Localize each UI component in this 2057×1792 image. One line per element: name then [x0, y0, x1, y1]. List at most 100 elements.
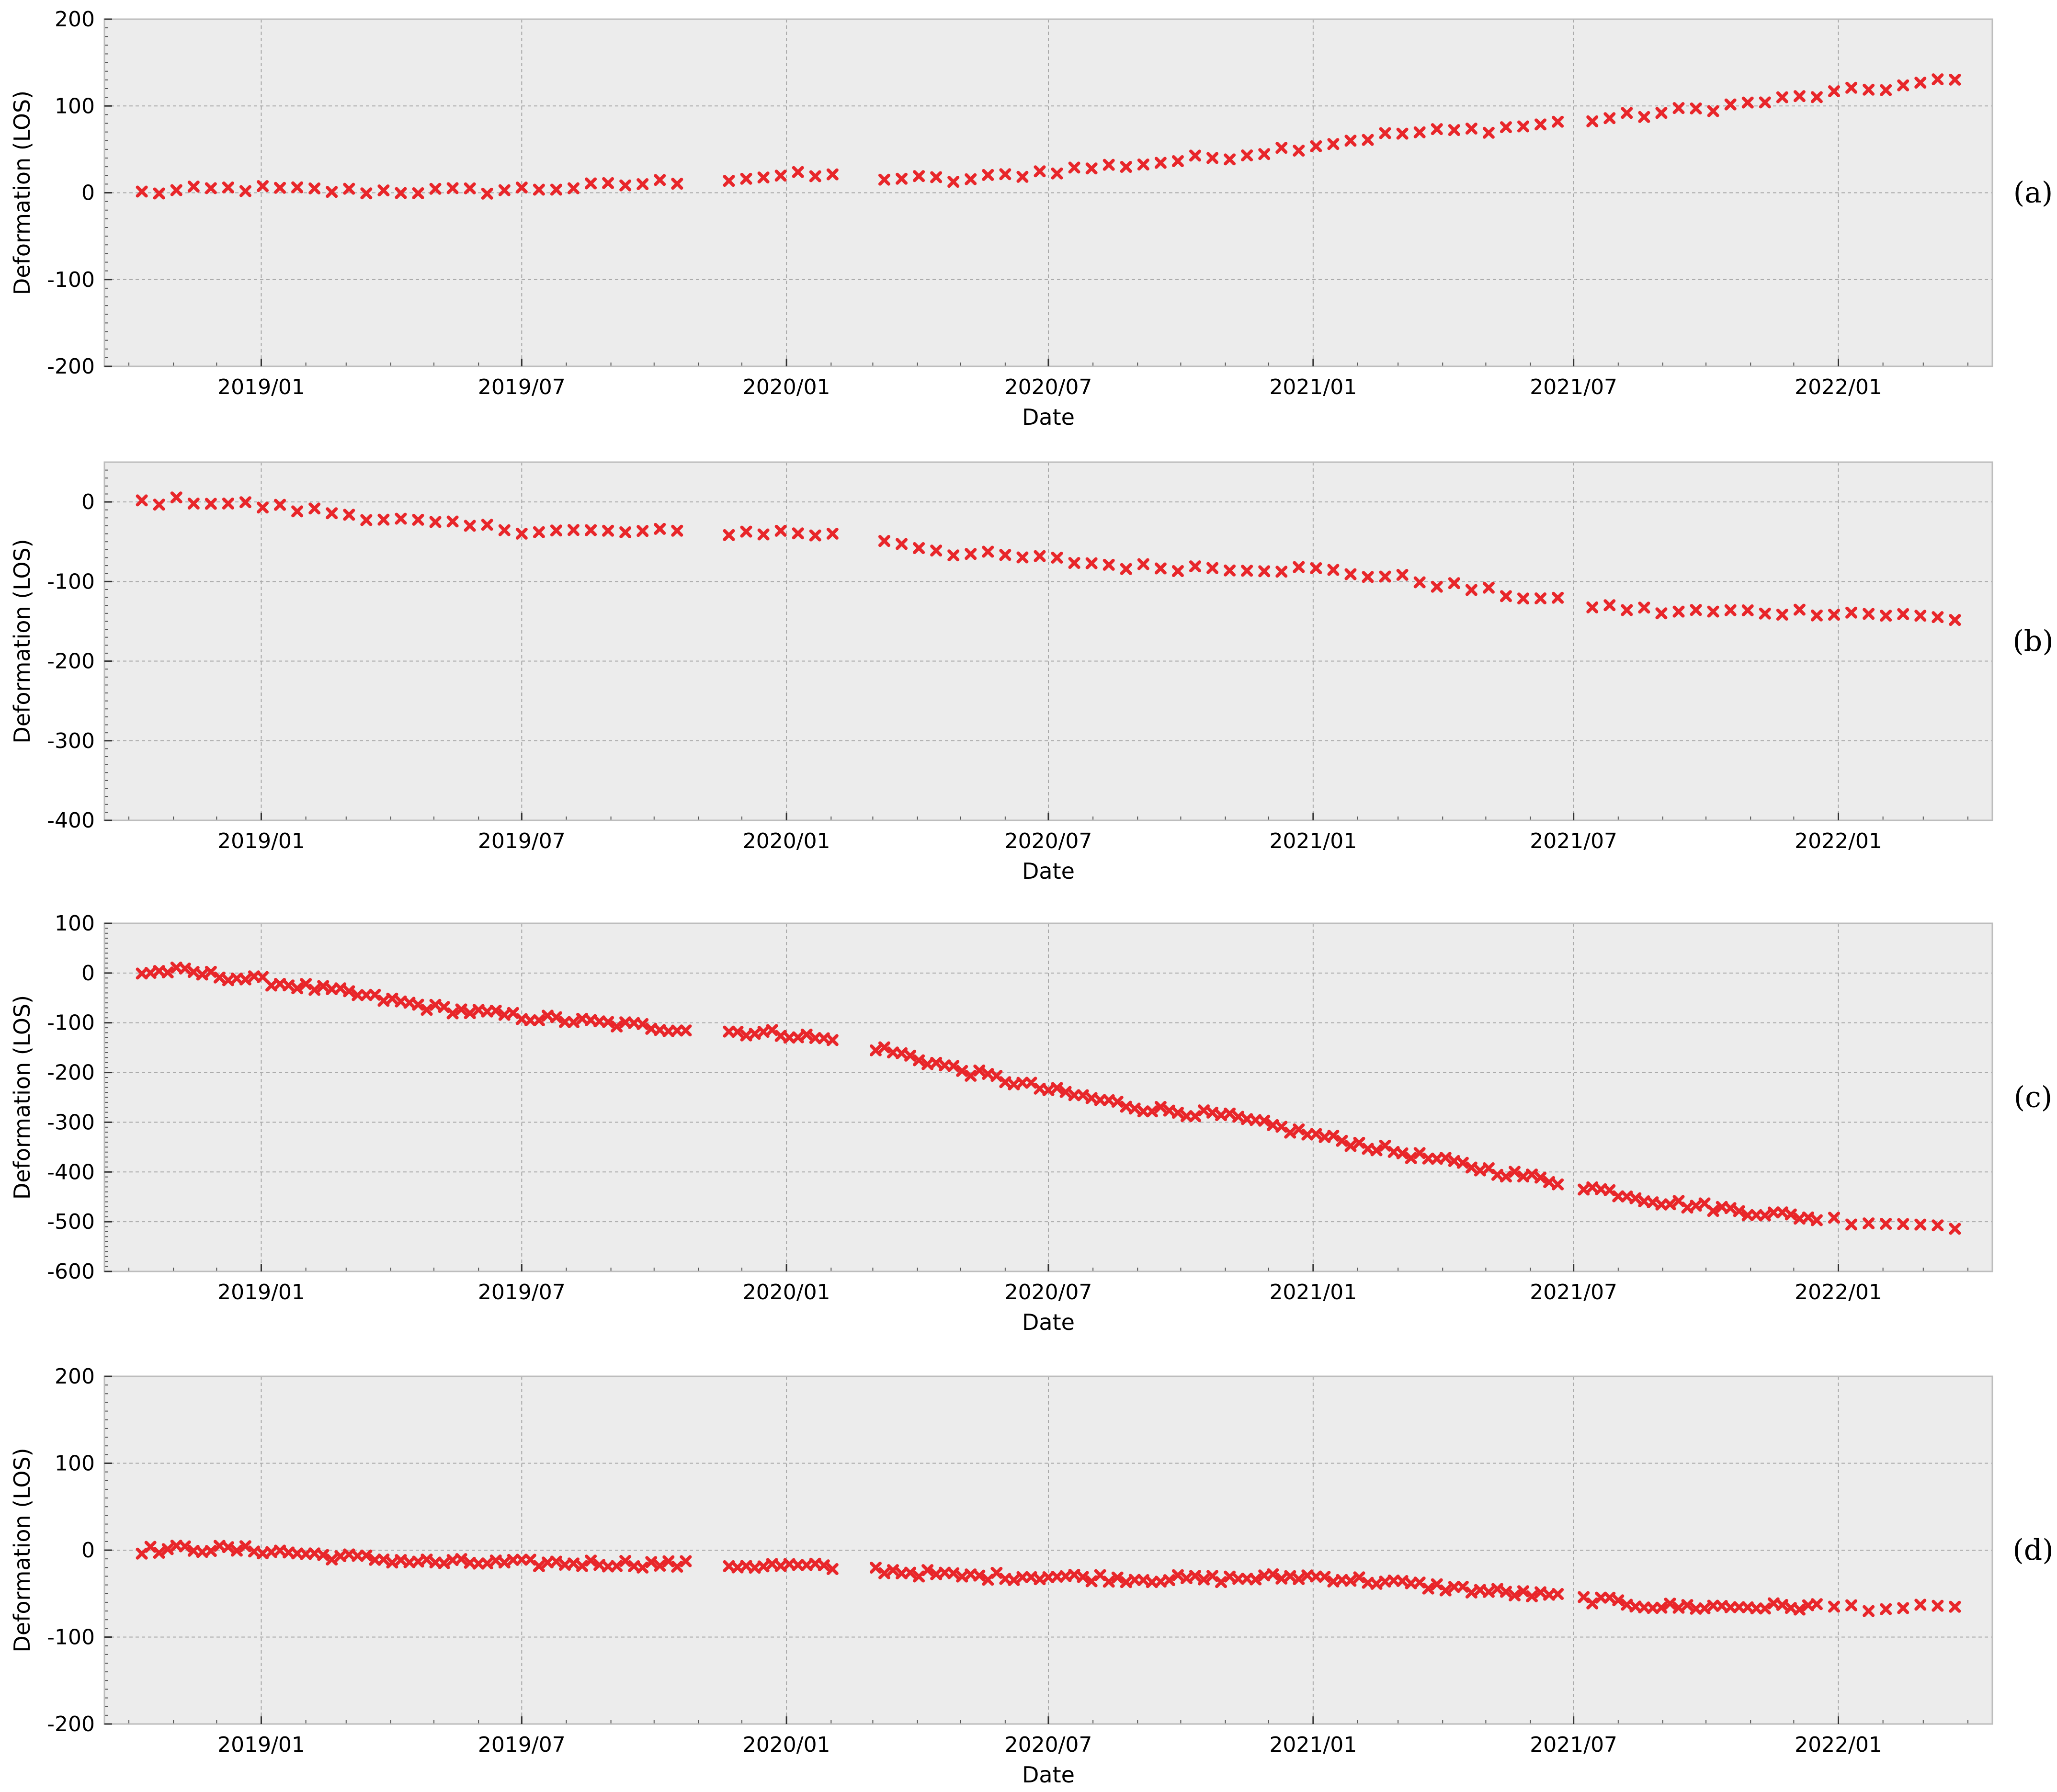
data-point — [455, 1553, 467, 1565]
data-point — [757, 1560, 770, 1573]
data-point — [515, 527, 528, 540]
data-point — [1189, 149, 1201, 162]
data-point — [1552, 115, 1564, 128]
y-tick-label: -100 — [47, 1011, 95, 1035]
data-point — [671, 178, 683, 190]
data-point — [1111, 1096, 1124, 1108]
data-point — [1275, 142, 1288, 154]
data-point — [662, 1555, 675, 1567]
data-point — [533, 1014, 545, 1026]
y-tick-label: -300 — [47, 1110, 95, 1134]
data-point — [1603, 1184, 1616, 1196]
data-point — [1500, 121, 1512, 134]
data-point — [1051, 1570, 1063, 1583]
data-point — [1724, 604, 1737, 616]
data-point — [395, 187, 407, 199]
data-point — [1051, 551, 1063, 564]
y-tick-label: -100 — [47, 1625, 95, 1650]
x-tick-label: 2020/07 — [1005, 1280, 1092, 1304]
y-tick-label: -500 — [47, 1210, 95, 1234]
data-point — [1085, 1575, 1098, 1588]
data-point — [1465, 1161, 1477, 1174]
data-point — [222, 1541, 234, 1554]
data-point — [1932, 611, 1944, 624]
data-point — [515, 1554, 528, 1566]
data-point — [257, 180, 269, 193]
data-point — [1318, 1571, 1331, 1583]
x-tick-label: 2020/01 — [743, 1733, 830, 1757]
data-point — [1059, 1086, 1072, 1098]
data-point — [1301, 1128, 1314, 1141]
data-point — [239, 973, 251, 986]
data-point — [1025, 1077, 1037, 1089]
data-point — [1085, 162, 1098, 175]
data-point — [1362, 134, 1374, 146]
data-point — [939, 1566, 951, 1579]
data-point — [438, 1557, 450, 1569]
data-point — [1707, 605, 1719, 618]
data-point — [1439, 1152, 1452, 1164]
data-point — [481, 187, 493, 200]
y-tick-label: 0 — [81, 490, 95, 514]
data-point — [1552, 591, 1564, 604]
data-point — [1741, 96, 1754, 109]
data-point — [1094, 1094, 1106, 1106]
data-point — [1690, 1200, 1702, 1212]
data-point — [869, 1044, 882, 1056]
data-point — [990, 1070, 1003, 1082]
data-point — [878, 535, 890, 547]
y-tick-label: -600 — [47, 1259, 95, 1284]
data-point — [222, 181, 234, 194]
y-tick-label: 200 — [55, 1364, 95, 1389]
data-point — [326, 507, 338, 520]
data-point — [1413, 1147, 1426, 1159]
data-point — [1431, 1578, 1443, 1590]
data-point — [1422, 1152, 1434, 1165]
data-point — [1146, 1105, 1158, 1118]
data-point — [153, 187, 165, 200]
data-point — [1810, 91, 1823, 103]
data-point — [317, 980, 330, 992]
data-point — [1638, 1601, 1650, 1614]
data-point — [196, 968, 208, 981]
data-point — [1932, 1599, 1944, 1612]
data-point — [1396, 127, 1409, 140]
data-point — [395, 512, 407, 525]
data-point — [1741, 1209, 1754, 1221]
data-point — [999, 168, 1011, 181]
data-point — [913, 1054, 925, 1066]
data-point — [360, 1549, 373, 1562]
data-point — [1681, 1599, 1693, 1611]
data-point — [274, 181, 286, 194]
data-point — [671, 1024, 683, 1037]
data-point — [636, 1561, 649, 1574]
data-point — [783, 1032, 796, 1044]
x-tick-label: 2022/01 — [1795, 829, 1882, 853]
data-point — [412, 187, 424, 200]
y-tick-label: 100 — [55, 911, 95, 936]
data-point — [1750, 1602, 1762, 1615]
data-point — [1863, 83, 1875, 96]
data-point — [1655, 607, 1668, 620]
data-point — [1413, 576, 1426, 589]
data-point — [1759, 96, 1771, 109]
data-point — [472, 1557, 485, 1570]
data-point — [1914, 1599, 1927, 1611]
data-point — [645, 1556, 658, 1568]
data-point — [1543, 1176, 1556, 1188]
data-point — [792, 166, 804, 178]
data-point — [585, 1554, 597, 1567]
data-point — [1612, 1190, 1625, 1202]
data-point — [1845, 606, 1858, 619]
data-point — [1534, 1171, 1547, 1184]
data-point — [179, 1540, 191, 1553]
x-tick-label: 2019/07 — [478, 1733, 566, 1757]
data-point — [602, 524, 614, 537]
data-point — [464, 520, 476, 532]
data-point — [809, 170, 821, 182]
y-tick-label: -300 — [47, 729, 95, 753]
data-point — [1344, 1140, 1357, 1152]
x-tick-label: 2019/07 — [478, 1280, 566, 1304]
data-point — [1655, 107, 1668, 119]
data-point — [1629, 1192, 1642, 1204]
